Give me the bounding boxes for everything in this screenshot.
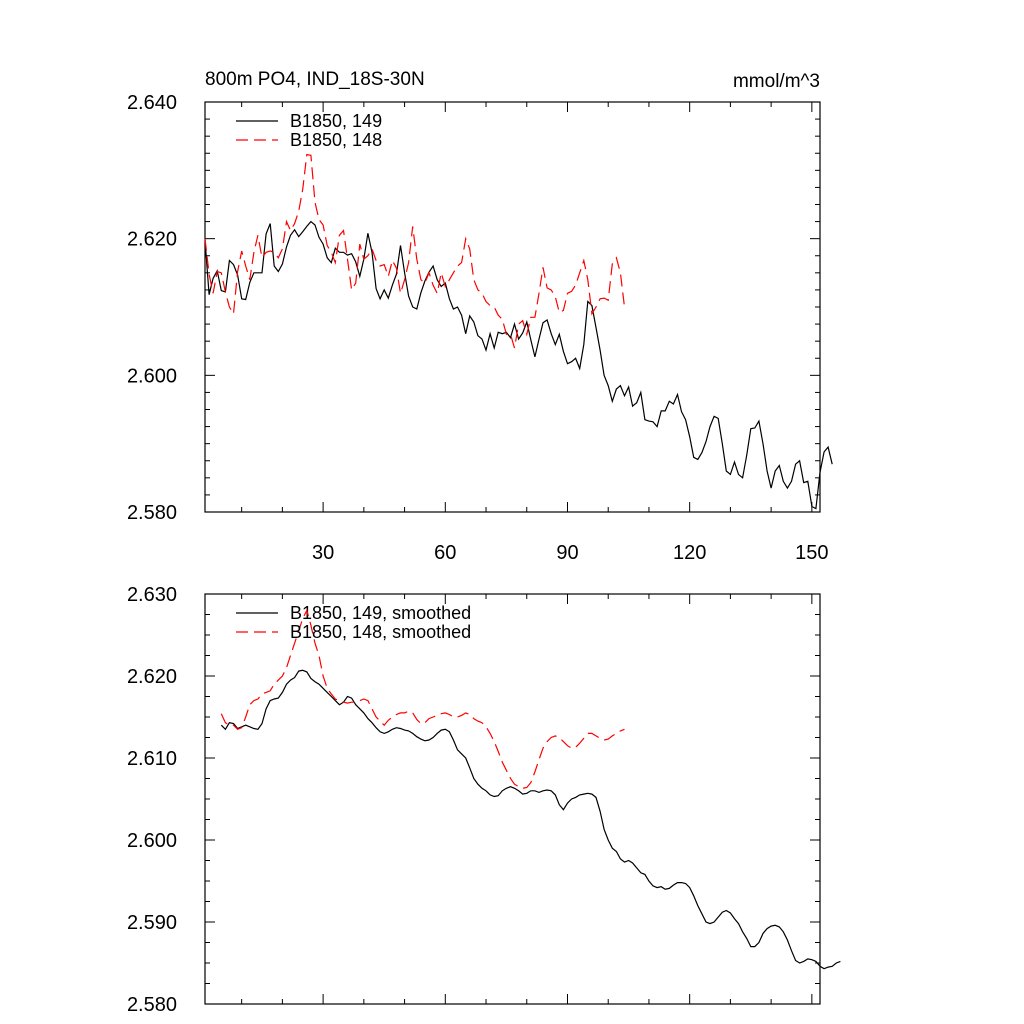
x-tick-label: 60 xyxy=(434,542,456,564)
legend-label: B1850, 149 xyxy=(290,111,382,131)
line-series-148 xyxy=(204,153,626,349)
x-tick-label: 150 xyxy=(795,542,828,564)
y-tick-label: 2.610 xyxy=(127,748,177,770)
line-series-149 xyxy=(204,220,833,510)
line-series-148 xyxy=(220,608,625,789)
x-tick-label: 90 xyxy=(556,542,578,564)
y-tick-label: 2.640 xyxy=(127,92,177,114)
x-tick-label: 120 xyxy=(673,542,706,564)
units-label: mmol/m^3 xyxy=(733,71,820,92)
y-tick-label: 2.600 xyxy=(127,365,177,387)
line-series-149 xyxy=(220,669,841,970)
y-tick-label: 2.580 xyxy=(127,502,177,524)
legend-label: B1850, 148, smoothed xyxy=(290,622,471,642)
y-tick-label: 2.600 xyxy=(127,830,177,852)
legend-label: B1850, 148 xyxy=(290,130,382,150)
plot-frame xyxy=(204,101,821,513)
x-tick-label: 30 xyxy=(312,542,334,564)
y-tick-label: 2.630 xyxy=(127,584,177,606)
panel-bottom: 2.580 2.590 2.600 2.610 2.620 2.630 B1850, 149… xyxy=(127,584,841,1016)
panel-top: 800m PO4, IND_18S-30N mmol/m^3 30 60 90 120… xyxy=(127,69,833,564)
legend-label: B1850, 149, smoothed xyxy=(290,603,471,623)
y-tick-label: 2.620 xyxy=(127,229,177,251)
y-tick-label: 2.620 xyxy=(127,666,177,688)
y-tick-label: 2.580 xyxy=(127,994,177,1016)
y-tick-label: 2.590 xyxy=(127,912,177,934)
plot-frame xyxy=(204,593,821,1005)
chart-title: 800m PO4, IND_18S-30N xyxy=(205,69,425,90)
